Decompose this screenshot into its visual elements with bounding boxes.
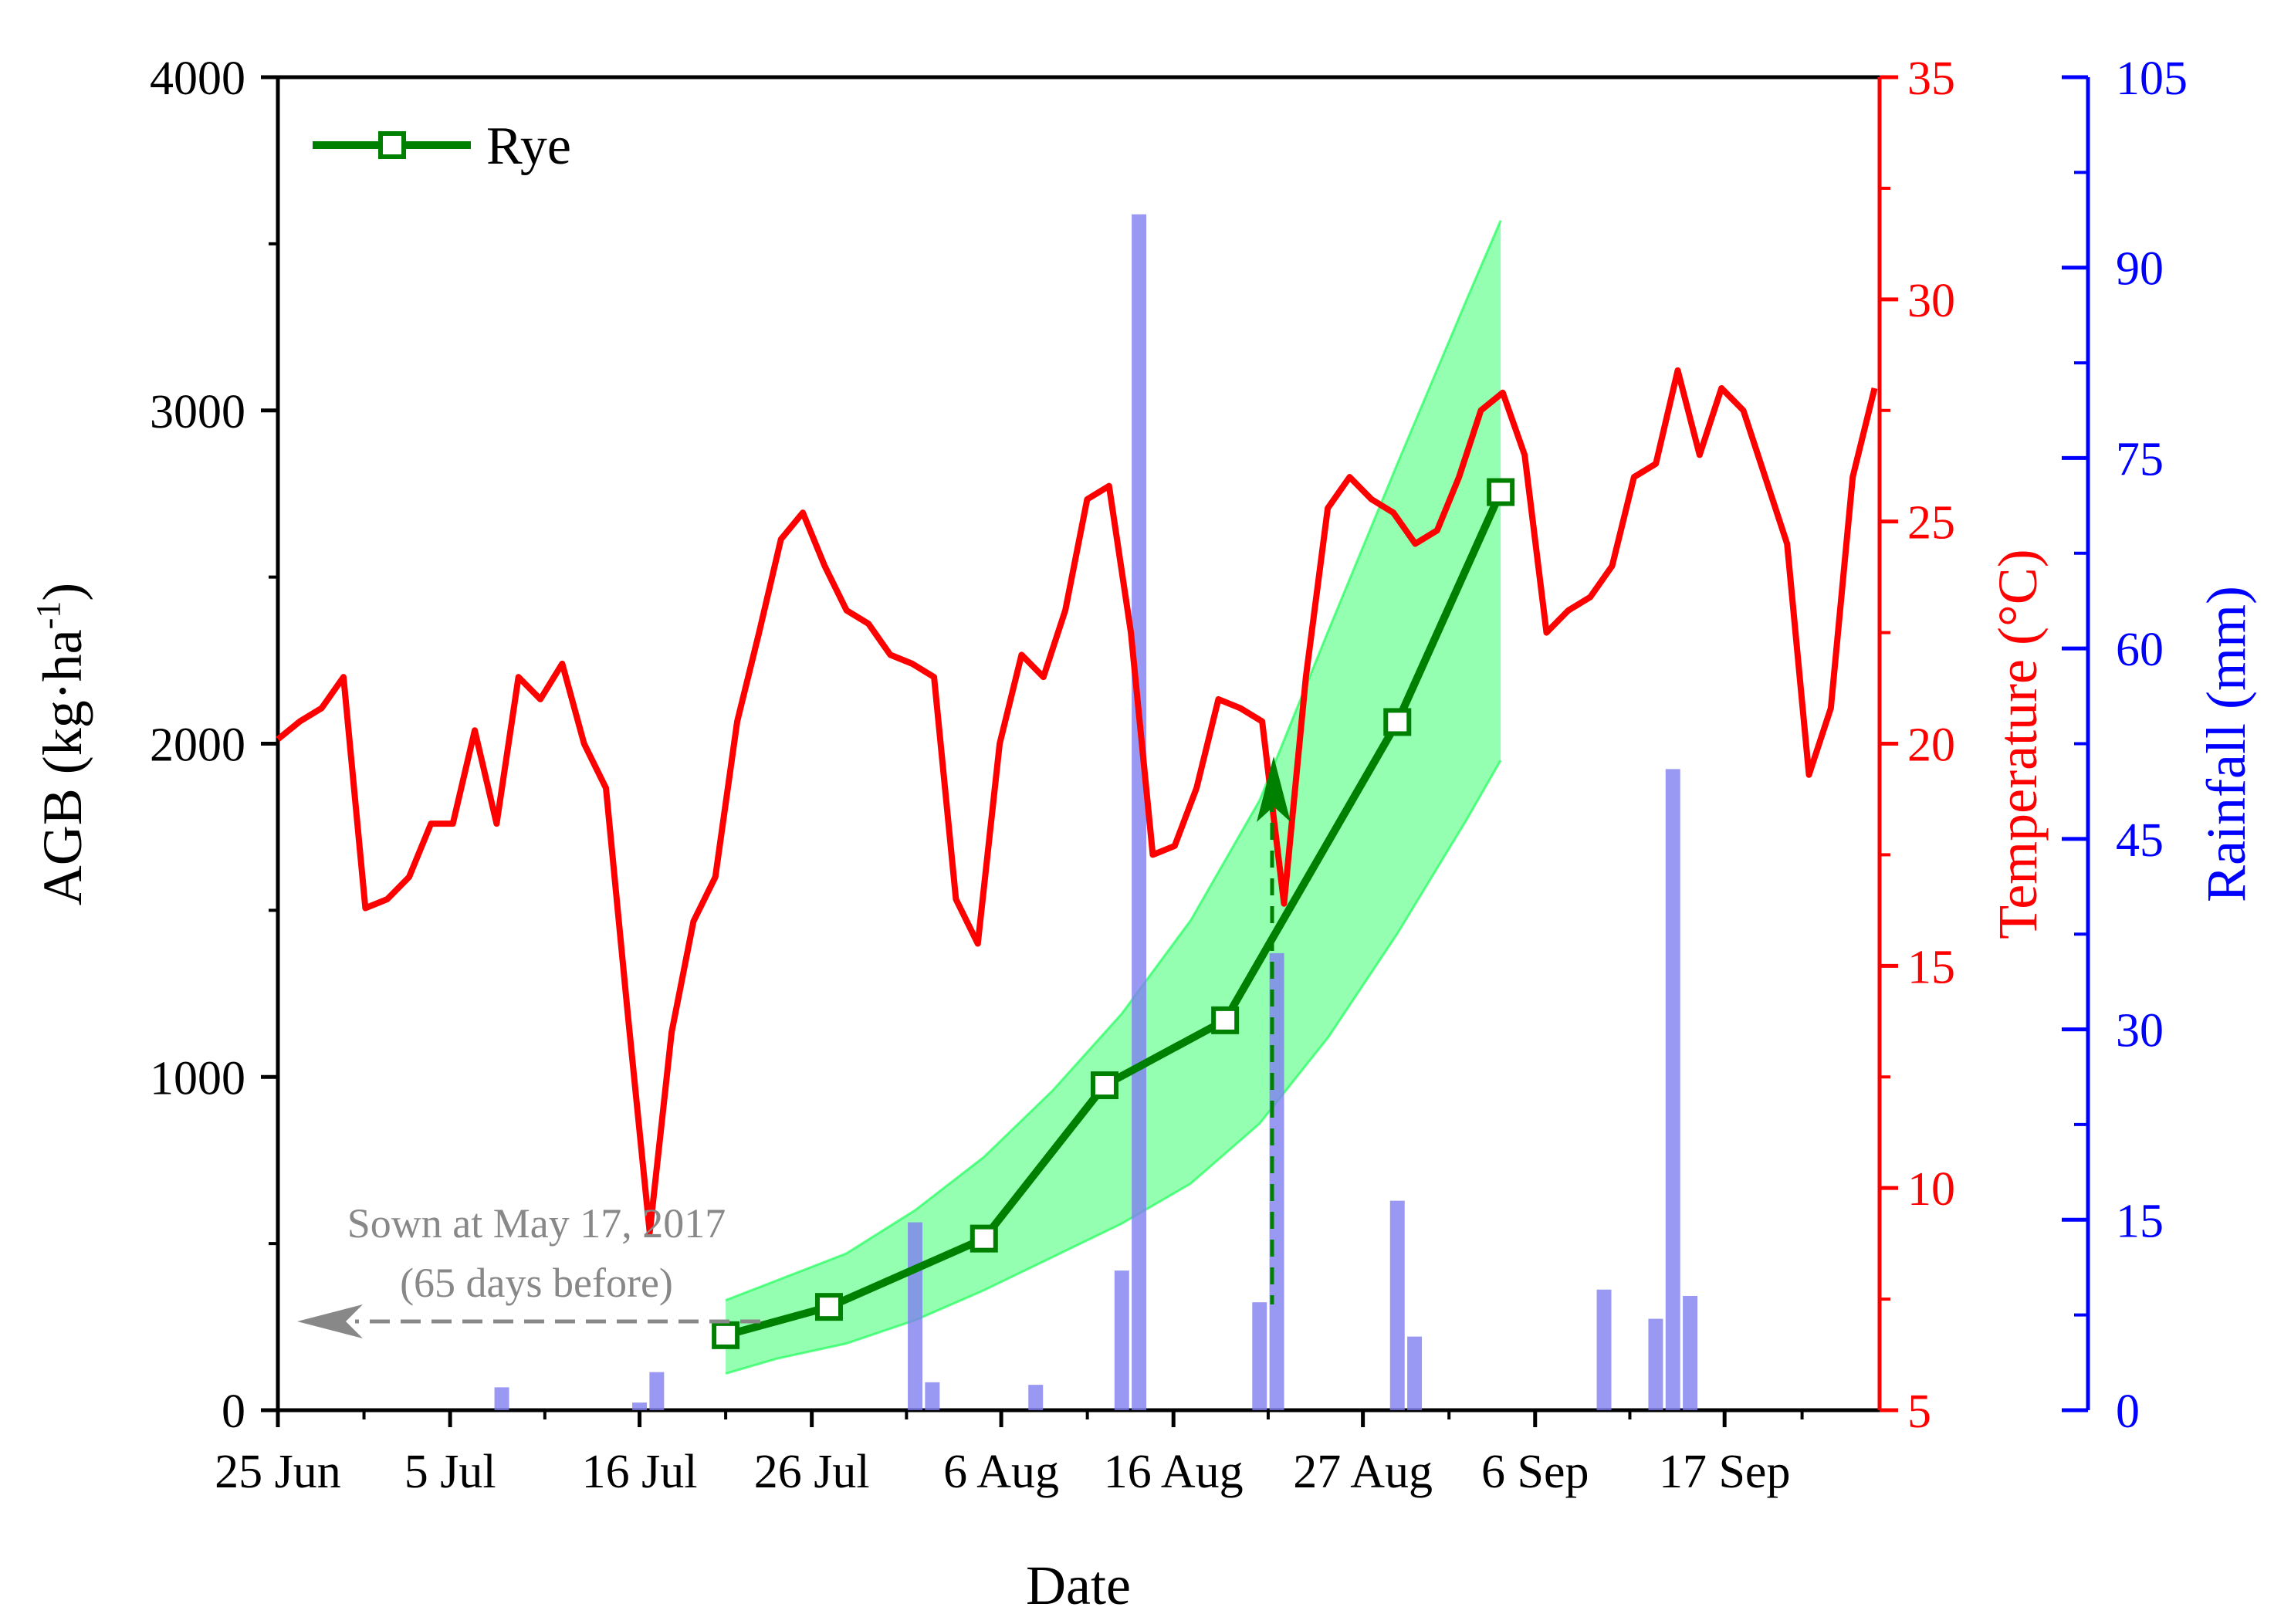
agb-marker [1090, 1071, 1118, 1100]
rain-tick-label: 75 [2116, 433, 2164, 486]
rainfall-bar [1389, 1200, 1405, 1410]
rainfall-bar [925, 1382, 940, 1410]
agb-marker [1383, 708, 1412, 736]
x-tick-label: 6 Sep [1481, 1446, 1589, 1498]
agb-uncertainty-band [725, 220, 1502, 1375]
rainfall-bar [494, 1387, 509, 1410]
x-tick-label: 16 Jul [582, 1446, 698, 1498]
left-axis-title-main: AGB (kg·ha [32, 629, 93, 905]
agb-band-upper [725, 220, 1502, 1301]
sown-arrow-head [297, 1304, 363, 1338]
left-tick-label: 3000 [150, 386, 245, 438]
agb-marker [712, 1321, 740, 1349]
rainfall-bar [1407, 1336, 1423, 1410]
x-tick-label: 25 Jun [215, 1446, 341, 1498]
legend-label: Rye [486, 117, 571, 176]
x-tick-label: 17 Sep [1659, 1446, 1791, 1498]
left-axis-title-sup: -1 [29, 601, 67, 630]
temp-tick-label: 25 [1907, 497, 1955, 550]
agb-marker [1487, 478, 1515, 506]
agb-band-area [726, 220, 1501, 1374]
legend-marker [378, 131, 406, 159]
x-tick-label: 6 Aug [943, 1446, 1059, 1498]
left-axis-title: AGB (kg·ha-1) [29, 583, 93, 906]
x-tick-label: 26 Jul [754, 1446, 870, 1498]
agb-band-lower [725, 760, 1502, 1375]
axes-ticks: 0 1000 2000 3000 4000 5 10 15 20 25 30 35 0 15 30 45 60 7… [150, 52, 2188, 1498]
x-tick-label: 5 Jul [404, 1446, 496, 1498]
rainfall-bar [1596, 1289, 1612, 1410]
temp-tick-label: 5 [1907, 1385, 1931, 1438]
legend: Rye [313, 117, 571, 176]
sown-annotation-line2: (65 days before) [400, 1260, 673, 1306]
temperature-line-path [276, 367, 1878, 1236]
temp-tick-label: 10 [1907, 1163, 1955, 1216]
left-axis-title-end: ) [32, 583, 93, 601]
temp-tick-label: 30 [1907, 275, 1955, 327]
rainfall-bar [1648, 1318, 1663, 1410]
left-tick-label: 4000 [150, 52, 245, 105]
temp-axis-title: Temperature (°C) [1987, 549, 2049, 939]
temp-tick-label: 35 [1907, 52, 1955, 105]
temp-tick-label: 15 [1907, 941, 1955, 993]
rainfall-bar [1683, 1295, 1698, 1410]
left-tick-label: 2000 [150, 719, 245, 772]
left-tick-label: 1000 [150, 1052, 245, 1105]
rain-tick-label: 90 [2116, 243, 2164, 296]
agb-marker [1211, 1006, 1240, 1034]
sown-annotation-line1: Sown at May 17, 2017 [347, 1200, 726, 1247]
agb-marker [970, 1224, 998, 1253]
rain-tick-label: 105 [2116, 52, 2188, 105]
x-tick-label: 16 Aug [1104, 1446, 1244, 1498]
rainfall-bar [1028, 1385, 1044, 1410]
rain-tick-label: 15 [2116, 1195, 2164, 1247]
temperature-line [276, 367, 1878, 1236]
rainfall-bar [1114, 1270, 1129, 1410]
rainfall-bar [632, 1402, 648, 1410]
left-tick-label: 0 [222, 1385, 245, 1438]
temp-tick-label: 20 [1907, 719, 1955, 772]
emergence-arrow-head [1257, 756, 1291, 822]
rain-axis-title: Rainfall (mm) [2195, 586, 2257, 902]
agb-marker [814, 1293, 843, 1321]
x-tick-label: 27 Aug [1293, 1446, 1433, 1498]
agb-rye-series [712, 478, 1515, 1349]
rainfall-bar [908, 1222, 923, 1410]
rain-tick-label: 0 [2116, 1385, 2140, 1438]
rainfall-bar [1252, 1302, 1267, 1410]
rain-tick-label: 45 [2116, 814, 2164, 867]
rain-tick-label: 60 [2116, 624, 2164, 676]
rainfall-bar [649, 1372, 665, 1410]
rain-tick-label: 30 [2116, 1005, 2164, 1057]
x-axis-title: Date [1026, 1555, 1131, 1616]
rainfall-bar [1132, 214, 1147, 1410]
rainfall-bar [1665, 769, 1680, 1410]
